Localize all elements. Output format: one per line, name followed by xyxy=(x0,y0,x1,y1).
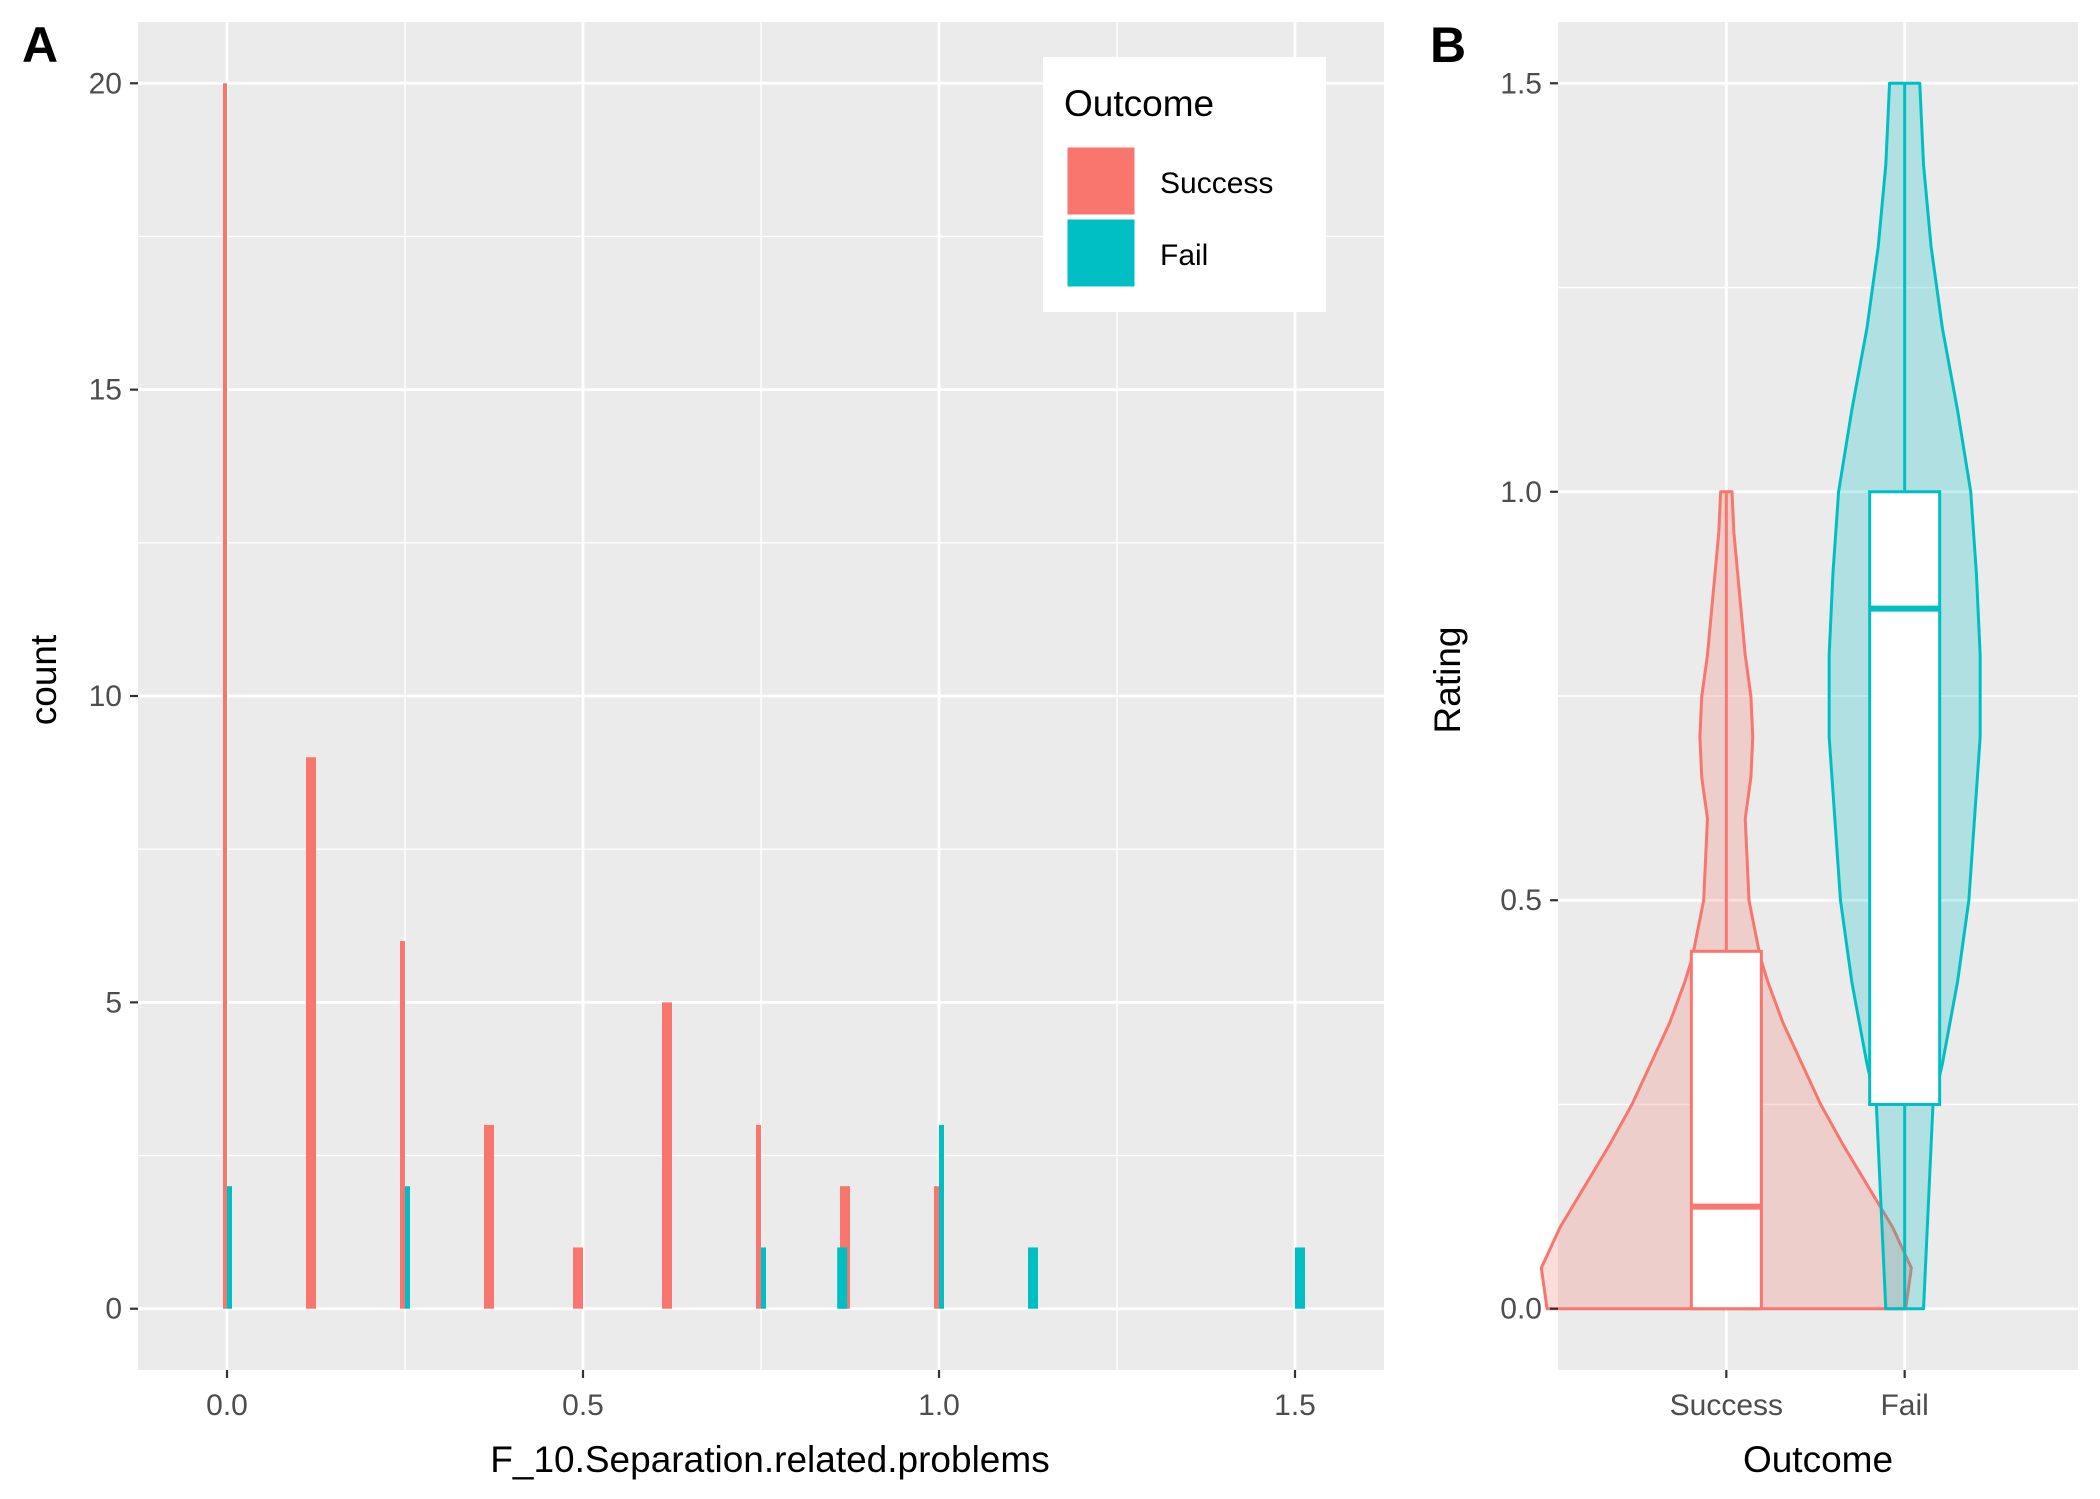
histogram-bars xyxy=(223,83,1305,1309)
violin-marks xyxy=(1539,81,1982,1311)
histogram-y-ticks: 0 5 10 15 20 xyxy=(89,67,138,1326)
y-tick-label: 10 xyxy=(89,680,122,713)
legend-title: Outcome xyxy=(1064,83,1214,124)
box-fail xyxy=(1868,490,1942,1106)
y-tick-label: 1.5 xyxy=(1500,67,1542,100)
x-tick-label: Success xyxy=(1670,1389,1783,1422)
x-tick-label: 1.5 xyxy=(1274,1389,1316,1422)
bar-fail xyxy=(405,1186,410,1309)
legend-key-success xyxy=(1064,144,1138,218)
x-tick-label: 0.5 xyxy=(562,1389,604,1422)
bar-success xyxy=(400,941,405,1309)
bar-success xyxy=(484,1124,494,1309)
bar-fail xyxy=(1028,1247,1038,1309)
panel-a-letter: A xyxy=(22,17,58,73)
bar-success xyxy=(662,1002,672,1309)
violin-x-axis-title: Outcome xyxy=(1743,1439,1893,1480)
histogram-x-axis-title: F_10.Separation.related.problems xyxy=(490,1439,1049,1480)
x-tick-label: 1.0 xyxy=(918,1389,960,1422)
y-tick-label: 15 xyxy=(89,374,122,407)
legend-label-fail: Fail xyxy=(1160,239,1208,272)
bar-success xyxy=(934,1186,939,1309)
y-tick-label: 0.5 xyxy=(1500,884,1542,917)
y-tick-label: 1.0 xyxy=(1500,476,1542,509)
bar-success xyxy=(840,1186,850,1309)
legend-label-success: Success xyxy=(1160,167,1273,200)
bar-success xyxy=(306,757,316,1309)
violin-x-ticks: Success Fail xyxy=(1670,1370,1929,1422)
bar-success xyxy=(756,1124,761,1309)
violin-panel: Success Fail 0.0 0.5 1.0 1.5 Outcome Rating xyxy=(1427,22,2078,1480)
x-tick-label: Fail xyxy=(1880,1389,1928,1422)
x-tick-label: 0.0 xyxy=(206,1389,248,1422)
bar-fail xyxy=(1295,1247,1305,1309)
y-tick-label: 0.0 xyxy=(1500,1293,1542,1326)
panel-b-letter: B xyxy=(1430,17,1466,73)
violin-y-axis-title: Rating xyxy=(1427,627,1468,734)
y-tick-label: 0 xyxy=(105,1293,122,1326)
bar-fail xyxy=(939,1124,944,1309)
box-success xyxy=(1689,949,1763,1311)
y-tick-label: 5 xyxy=(105,986,122,1019)
legend-key-fail xyxy=(1064,216,1138,290)
bar-success xyxy=(223,83,227,1309)
bar-fail xyxy=(227,1186,232,1309)
bar-success xyxy=(573,1247,583,1309)
histogram-x-ticks: 0.0 0.5 1.0 1.5 xyxy=(206,1370,1316,1422)
bar-fail xyxy=(761,1247,766,1309)
histogram-panel: 0.0 0.5 1.0 1.5 0 5 10 15 20 F_10.Separation.re… xyxy=(23,22,1384,1480)
bar-fail xyxy=(837,1247,848,1309)
y-tick-label: 20 xyxy=(89,67,122,100)
histogram-y-axis-title: count xyxy=(23,634,64,725)
violin-y-ticks: 0.0 0.5 1.0 1.5 xyxy=(1500,67,1558,1326)
legend: Outcome Success Fail xyxy=(1043,57,1326,312)
